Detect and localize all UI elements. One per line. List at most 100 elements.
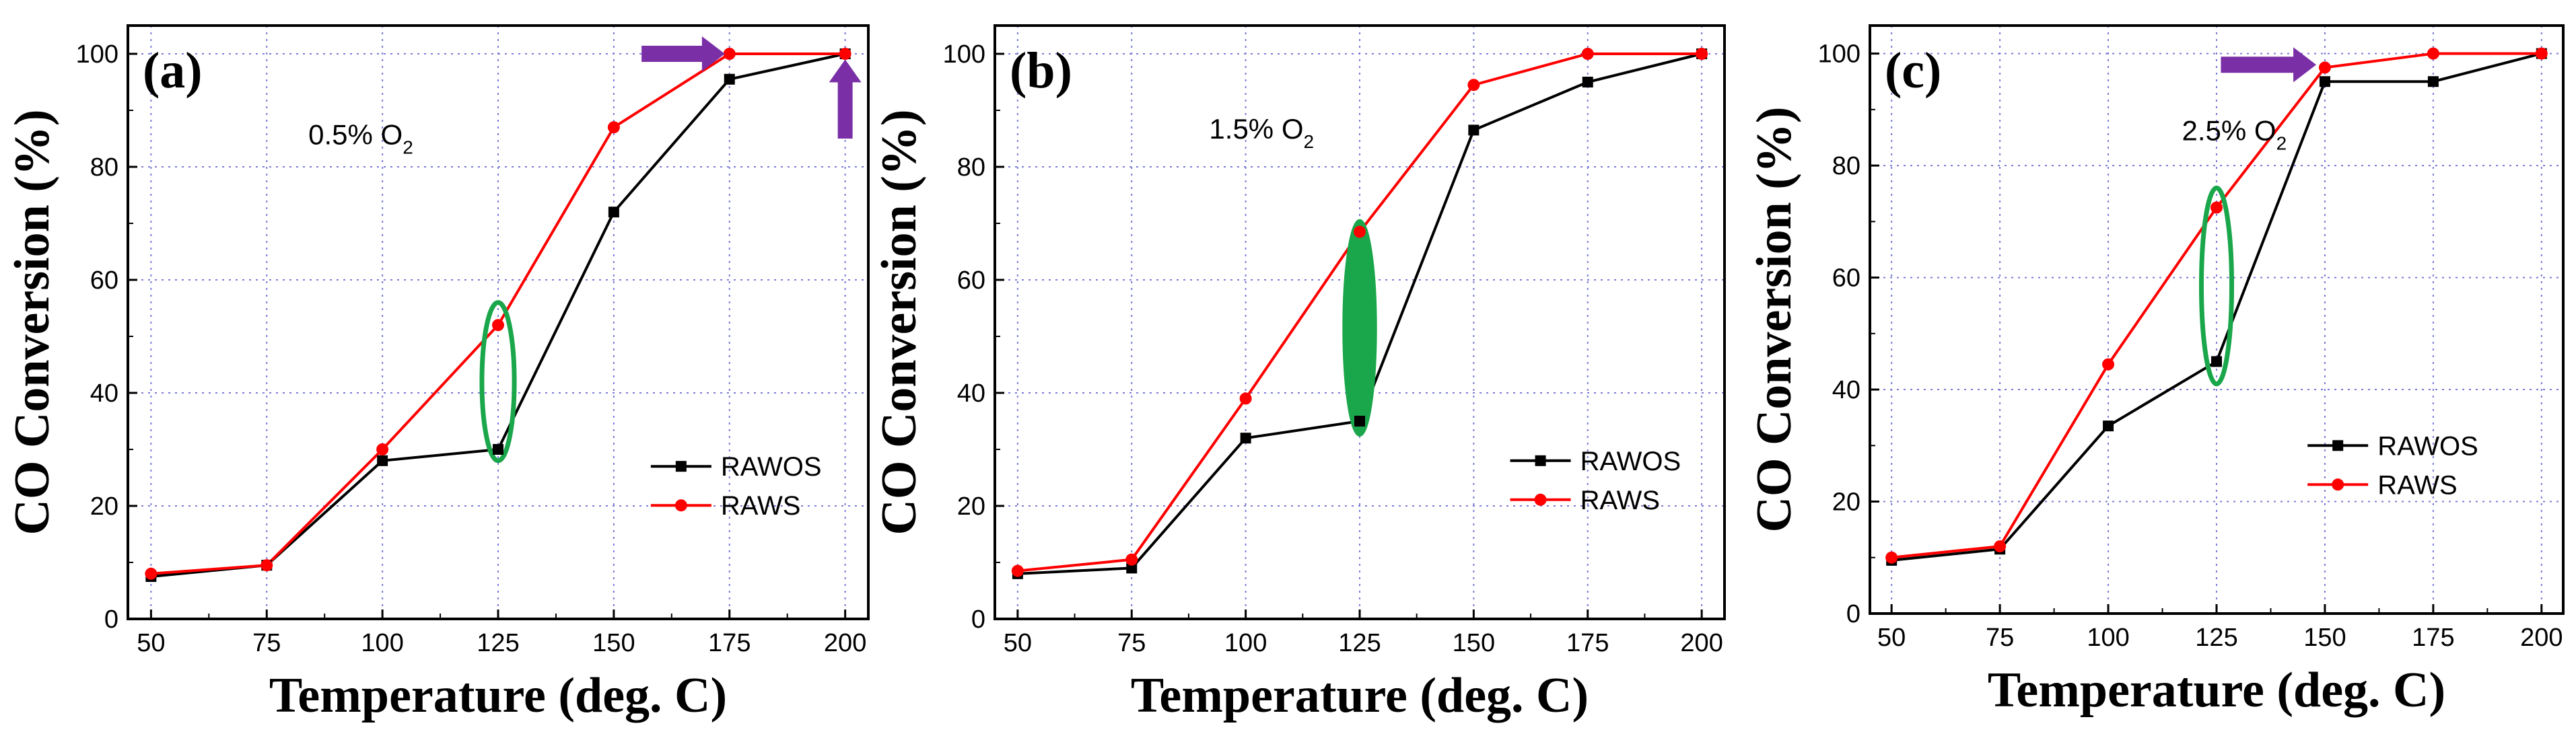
chart-panel-1: 50 75 100 125 150 175 200 0 20 40 60 80 100 Temperatu… xyxy=(5,24,870,723)
x-tick-label: 75 xyxy=(1986,624,2014,652)
x-tick-label: 200 xyxy=(824,629,866,657)
x-tick-label: 175 xyxy=(708,629,751,657)
panel-label: (b) xyxy=(1010,42,1072,99)
x-axis-title: Temperature (deg. C) xyxy=(1988,663,2445,718)
y-tick-label: 20 xyxy=(90,492,118,521)
x-tick-label: 75 xyxy=(252,629,281,657)
data-point-raws xyxy=(2318,61,2331,74)
legend: RAWOS RAWS xyxy=(650,452,822,521)
legend-label: RAWS xyxy=(2377,470,2458,500)
highlight-ellipse xyxy=(1342,219,1377,437)
y-tick-label: 100 xyxy=(1818,40,1860,69)
data-point-rawos xyxy=(2319,76,2330,87)
x-tick-label: 50 xyxy=(1877,624,1906,652)
data-point-raws xyxy=(607,121,620,134)
y-tick-label: 80 xyxy=(1832,152,1860,180)
y-tick-label: 40 xyxy=(957,379,985,408)
legend-marker xyxy=(674,499,687,512)
data-point-rawos xyxy=(1582,77,1593,87)
x-axis-title: Temperature (deg. C) xyxy=(269,668,727,723)
y-tick-label: 0 xyxy=(1846,600,1860,628)
data-point-rawos xyxy=(2211,356,2222,367)
legend-label: RAWOS xyxy=(721,452,822,482)
legend-label: RAWS xyxy=(721,491,801,521)
x-tick-label: 100 xyxy=(361,629,403,657)
legend-marker xyxy=(2332,440,2344,451)
y-tick-label: 100 xyxy=(76,40,118,69)
chart-panel-3: 50 75 100 125 150 175 200 0 20 40 60 80 100 Temperatu… xyxy=(1747,24,2565,718)
x-tick-label: 125 xyxy=(477,629,519,657)
y-tick-label: 0 xyxy=(104,605,118,634)
legend-label: RAWS xyxy=(1580,486,1661,515)
highlight-ellipse xyxy=(2198,185,2235,387)
x-tick-label: 150 xyxy=(592,629,635,657)
y-tick-label: 60 xyxy=(1832,264,1860,293)
x-axis-title: Temperature (deg. C) xyxy=(1131,668,1589,723)
y-tick-label: 20 xyxy=(1832,488,1860,517)
data-point-raws xyxy=(145,567,158,580)
data-point-raws xyxy=(1994,540,2007,553)
data-point-rawos xyxy=(1240,433,1251,444)
data-point-raws xyxy=(1354,225,1366,238)
data-point-raws xyxy=(723,48,736,60)
y-tick-label: 20 xyxy=(957,492,985,521)
panel-label: (a) xyxy=(143,42,203,99)
y-tick-label: 0 xyxy=(971,605,985,634)
data-point-raws xyxy=(2211,201,2223,214)
data-point-rawos xyxy=(1354,416,1365,427)
data-point-raws xyxy=(1696,48,1708,60)
x-tick-label: 125 xyxy=(2195,624,2237,652)
data-point-raws xyxy=(1011,564,1024,577)
arrow-up-icon xyxy=(829,59,862,139)
y-axis-title: CO Conversion (%) xyxy=(1747,106,1802,532)
data-point-raws xyxy=(1125,553,1138,566)
x-tick-label: 150 xyxy=(2303,624,2346,652)
legend: RAWOS RAWS xyxy=(1510,447,1681,515)
y-axis-title: CO Conversion (%) xyxy=(5,109,60,535)
x-tick-label: 175 xyxy=(1566,629,1609,657)
legend-marker xyxy=(675,461,687,472)
legend-label: RAWOS xyxy=(1580,447,1681,476)
legend-marker xyxy=(2332,478,2344,491)
data-point-rawos xyxy=(493,444,503,455)
chart-panel-2: 50 75 100 125 150 175 200 0 20 40 60 80 100 Temperatu… xyxy=(872,24,1726,723)
data-point-raws xyxy=(2427,47,2439,60)
y-tick-label: 80 xyxy=(90,153,118,182)
x-tick-label: 125 xyxy=(1338,629,1381,657)
condition-label: 0.5% O2 xyxy=(308,118,413,157)
x-tick-label: 175 xyxy=(2412,624,2454,652)
data-point-rawos xyxy=(724,73,735,85)
data-point-rawos xyxy=(1468,124,1480,136)
data-point-rawos xyxy=(2103,420,2114,432)
condition-label: 1.5% O2 xyxy=(1209,113,1314,152)
x-tick-label: 50 xyxy=(137,629,165,657)
legend-marker xyxy=(1535,455,1546,466)
data-point-rawos xyxy=(1126,562,1138,574)
y-tick-label: 100 xyxy=(943,40,985,69)
panel-label: (c) xyxy=(1885,42,1941,99)
data-point-raws xyxy=(492,319,504,332)
legend-marker xyxy=(1534,493,1547,506)
x-tick-label: 200 xyxy=(2520,624,2563,652)
data-point-raws xyxy=(376,443,389,455)
x-tick-label: 200 xyxy=(1680,629,1722,657)
condition-label: 2.5% O2 xyxy=(2182,115,2287,154)
data-point-raws xyxy=(839,48,851,60)
x-tick-label: 75 xyxy=(1117,629,1146,657)
y-tick-label: 40 xyxy=(1832,376,1860,404)
data-point-raws xyxy=(260,559,273,572)
y-tick-label: 60 xyxy=(957,266,985,295)
data-point-raws xyxy=(2535,47,2548,60)
arrow-right-icon xyxy=(641,36,725,71)
y-axis-title: CO Conversion (%) xyxy=(872,109,927,535)
data-point-raws xyxy=(1885,551,1898,564)
highlight-ellipse xyxy=(479,300,517,464)
data-point-raws xyxy=(1239,392,1252,405)
data-point-rawos xyxy=(608,207,619,218)
y-tick-label: 60 xyxy=(90,266,118,295)
y-tick-label: 80 xyxy=(957,153,985,182)
x-tick-label: 150 xyxy=(1453,629,1495,657)
data-point-raws xyxy=(2102,358,2115,371)
data-point-raws xyxy=(1467,79,1480,91)
